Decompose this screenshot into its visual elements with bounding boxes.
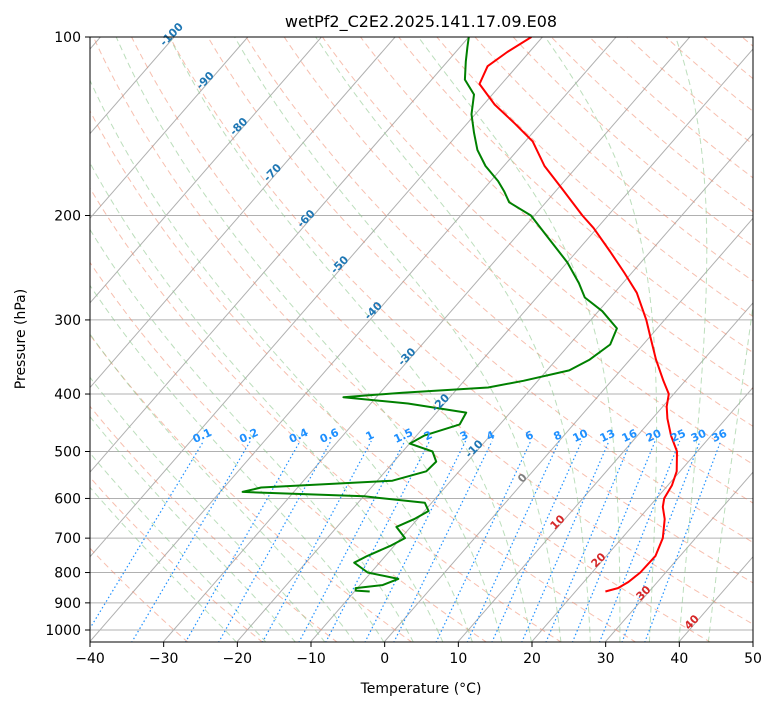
x-tick-label: −20 bbox=[223, 651, 253, 667]
moist-adiabat bbox=[90, 228, 414, 642]
moist-adiabat bbox=[90, 452, 267, 642]
mixing-ratio-label: 30 bbox=[689, 427, 709, 445]
x-tick-label: −30 bbox=[149, 651, 179, 667]
isotherm-gridline bbox=[162, 37, 691, 642]
isotherm-gridline bbox=[236, 48, 753, 642]
x-tick-label: 40 bbox=[670, 651, 688, 667]
temperature-profile-line bbox=[478, 37, 678, 593]
x-tick-label: 50 bbox=[744, 651, 762, 667]
mixing-ratio-line bbox=[435, 440, 532, 642]
dewpoint-profile-line bbox=[241, 37, 618, 593]
moist-adiabat bbox=[707, 302, 753, 642]
moist-adiabat bbox=[115, 37, 503, 642]
mixing-ratio-line bbox=[545, 440, 632, 642]
dry-adiabat bbox=[512, 37, 753, 247]
x-axis-label: Temperature (°C) bbox=[360, 681, 482, 697]
x-tick-label: −40 bbox=[75, 651, 105, 667]
dry-adiabat bbox=[131, 37, 753, 625]
moist-adiabat bbox=[315, 37, 591, 642]
mixing-ratio-line bbox=[598, 440, 681, 642]
moist-adiabat bbox=[675, 37, 708, 642]
moist-adiabat bbox=[90, 161, 444, 642]
mixing-ratio-line bbox=[466, 440, 560, 642]
mixing-ratio-line bbox=[131, 440, 251, 642]
y-tick-label: 300 bbox=[54, 313, 81, 329]
moist-adiabat bbox=[234, 37, 562, 642]
dry-adiabat bbox=[90, 109, 637, 642]
y-tick-label: 400 bbox=[54, 387, 81, 403]
mixing-ratio-label: 25 bbox=[669, 427, 688, 445]
mixing-ratio-line bbox=[364, 440, 467, 642]
mixing-ratio-label: 10 bbox=[571, 427, 591, 445]
dry-adiabat bbox=[360, 37, 753, 390]
grid-layer bbox=[90, 37, 753, 642]
moist-adiabat bbox=[168, 37, 532, 642]
dry-adiabat bbox=[90, 187, 562, 642]
moist-adiabat bbox=[90, 415, 296, 642]
mixing-ratio-line bbox=[218, 440, 332, 642]
dry-adiabat bbox=[169, 37, 753, 584]
mixing-ratio-line bbox=[90, 440, 205, 630]
data-layer bbox=[241, 37, 678, 593]
y-tick-label: 500 bbox=[54, 444, 81, 460]
isotherm-gridline bbox=[90, 37, 322, 304]
dry-adiabat bbox=[321, 37, 753, 427]
moist-adiabat bbox=[90, 333, 355, 642]
dry-adiabat bbox=[398, 37, 753, 354]
isotherm-gridline bbox=[604, 471, 753, 642]
x-tick-label: 0 bbox=[380, 651, 389, 667]
dry-adiabat bbox=[92, 37, 712, 642]
y-tick-label: 700 bbox=[54, 531, 81, 547]
y-tick-label: 100 bbox=[54, 30, 81, 46]
tick-layer: −40 −30 −20 −10 0 10 20 30 40 50 100 200 300 400 500 60… bbox=[45, 30, 762, 667]
isotherm-gridline bbox=[90, 37, 543, 558]
y-tick-label: 200 bbox=[54, 209, 81, 225]
y-tick-label: 800 bbox=[54, 566, 81, 582]
y-tick-label: 1000 bbox=[45, 623, 81, 639]
mixing-ratio-line bbox=[521, 440, 610, 642]
moist-adiabat bbox=[90, 376, 326, 642]
x-tick-label: 20 bbox=[523, 651, 541, 667]
mixing-ratio-line bbox=[393, 440, 493, 642]
isotherm-gridline bbox=[90, 37, 249, 220]
isotherm-gridline bbox=[383, 217, 753, 642]
moist-adiabat bbox=[544, 37, 658, 642]
isotherm-gridline bbox=[90, 37, 470, 473]
moist-adiabat bbox=[90, 79, 473, 642]
mixing-ratio-label: 13 bbox=[598, 427, 617, 445]
mixing-ratio-line bbox=[491, 440, 583, 642]
mixing-ratio-line bbox=[571, 440, 656, 642]
x-tick-label: 30 bbox=[597, 651, 615, 667]
chart-title: wetPf2_C2E2.2025.141.17.09.E08 bbox=[285, 12, 557, 32]
mixing-ratio-label: 20 bbox=[644, 427, 664, 445]
y-axis-label: Pressure (hPa) bbox=[13, 289, 29, 389]
dry-adiabat bbox=[283, 37, 753, 465]
x-tick-label: 10 bbox=[449, 651, 467, 667]
dry-adiabat bbox=[245, 37, 753, 504]
mixing-ratio-label: 36 bbox=[710, 427, 730, 445]
mixing-ratio-label: 16 bbox=[620, 427, 640, 445]
x-tick-label: −10 bbox=[296, 651, 326, 667]
mixing-ratio-line bbox=[184, 440, 301, 642]
y-tick-label: 900 bbox=[54, 596, 81, 612]
dry-adiabat bbox=[90, 476, 264, 642]
plot-frame bbox=[89, 36, 754, 643]
isotherm-gridline bbox=[90, 37, 396, 389]
dry-adiabat bbox=[474, 37, 753, 282]
y-tick-label: 600 bbox=[54, 491, 81, 507]
